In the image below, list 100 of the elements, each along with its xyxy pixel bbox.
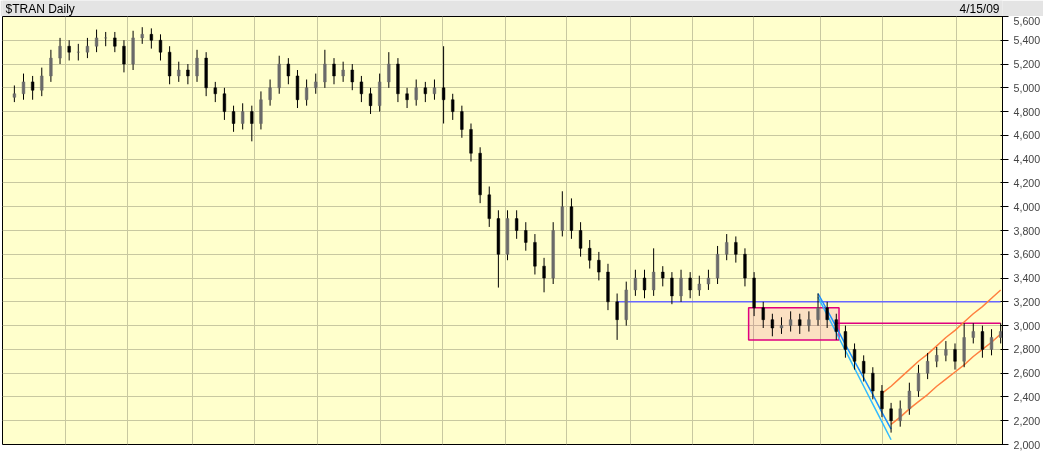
candlestick [642,269,647,299]
candlestick [295,69,300,109]
y-tick-label: 2,200 [1013,414,1041,427]
candlestick [259,90,263,130]
candlestick [615,293,619,341]
candlestick [40,67,44,97]
y-tick-label: 4,200 [1013,176,1041,189]
candlestick [387,51,391,89]
y-tick-label: 3,800 [1013,224,1041,237]
y-tick-label: 3,200 [1013,295,1041,308]
candlestick [231,105,236,133]
candlestick [250,105,254,142]
candlestick [743,247,747,287]
y-tick-label: 5,200 [1013,58,1041,71]
candlestick [368,87,373,115]
candlestick [953,342,957,371]
candlestick [487,186,491,228]
candlestick [944,340,948,362]
candlestick [58,37,62,65]
candlestick [149,27,153,50]
candlestick [268,79,272,107]
y-tick-label: 4,400 [1013,153,1041,166]
candlestick [432,79,437,101]
candlestick [441,45,446,124]
candlestick [21,73,26,101]
y-tick-label: 3,400 [1013,272,1041,285]
candlestick [597,251,601,281]
candlestick [907,382,911,416]
candlestick [971,322,975,344]
candlestick [962,322,966,368]
candlestick [560,190,564,237]
candlestick [168,45,172,85]
y-tick-label: 5,400 [1013,34,1041,47]
candlestick [880,384,884,418]
candlestick [825,301,829,329]
y-tick-label: 2,400 [1013,390,1041,403]
candlestick [798,313,802,335]
candlestick [816,293,820,327]
candlestick [542,257,546,293]
candlestick [652,247,656,297]
candlestick [277,55,281,95]
candlestick [843,325,848,359]
candlestick [679,269,683,303]
candlestick [350,63,354,91]
candlestick [980,325,985,359]
line-series [890,333,1002,426]
candlestick [405,87,409,109]
candlestick [323,49,327,89]
y-tick-label: 3,000 [1013,319,1041,332]
candlestick [715,245,720,285]
candlestick [852,342,857,371]
chart-title: $TRAN Daily [5,1,75,16]
candlestick [213,81,217,103]
candlestick [113,31,117,53]
candlestick [378,73,382,113]
candlestick [670,271,674,305]
candlestick [989,328,994,356]
candlestick [177,61,181,83]
candlestick [451,93,455,121]
candlestick [633,269,637,297]
candlestick [871,366,875,400]
candlestick [186,63,190,85]
y-tick-label: 4,000 [1013,200,1041,213]
candlestick [158,33,163,61]
y-tick-label: 3,600 [1013,248,1041,261]
candlestick [925,352,930,380]
candlestick [341,61,345,83]
candlestick [414,79,418,107]
candlestick [460,105,464,139]
candlestick [898,400,902,428]
candlestick [94,29,99,53]
candlestick [789,310,793,333]
candlestick [569,197,574,240]
candlestick [241,102,245,130]
candlestick [533,233,537,275]
candlestick [688,271,692,299]
candlestick [578,221,583,258]
candlestick [359,75,364,103]
candlestick [807,310,811,333]
candlestick [31,75,35,101]
candlestick [889,402,893,434]
y-tick-label: 5,000 [1013,81,1041,94]
candlestick [697,275,701,297]
candlestick [332,57,336,85]
candlestick [725,233,729,261]
y-tick-label: 4,800 [1013,105,1041,118]
candlestick [222,87,227,121]
candlestick [862,354,866,382]
candlestick [423,81,427,103]
candlestick [67,39,71,61]
candlestick [286,57,290,85]
candlestick [314,73,318,95]
candlestick [661,265,665,287]
candlestick [515,209,519,240]
y-tick-label: 4,600 [1013,129,1041,142]
y-tick-label: 2,000 [1013,438,1041,451]
candlestick [916,364,921,398]
candlestick [85,37,90,59]
y-tick-label: 5,600 [1013,14,1041,27]
candlestick [935,346,939,368]
